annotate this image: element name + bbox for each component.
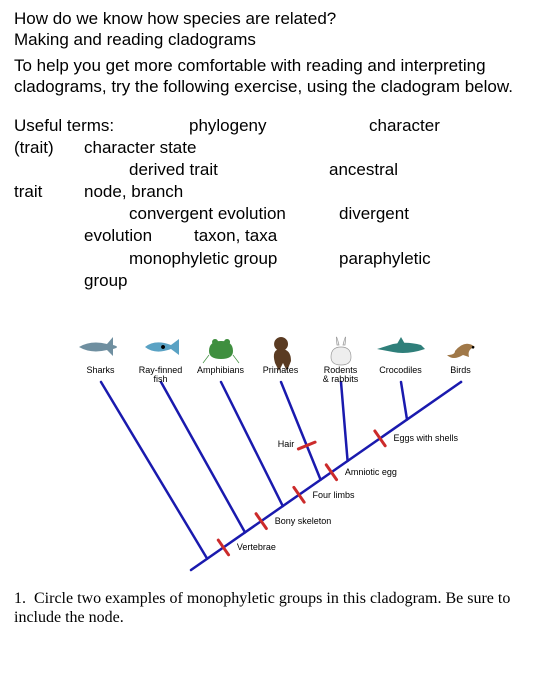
term-evolution: evolution — [84, 225, 194, 247]
taxon-primate: Primates — [253, 366, 309, 375]
term-paraphyletic: paraphyletic — [339, 248, 431, 270]
trait-label: Four limbs — [313, 490, 355, 500]
taxon-shark: Sharks — [73, 366, 129, 375]
taxon-rabbit: Rodents& rabbits — [313, 366, 369, 385]
terms-header: Useful terms: — [14, 115, 189, 137]
term-monophyletic: monophyletic group — [129, 248, 339, 270]
intro-line-2: Making and reading cladograms — [14, 29, 527, 50]
term-divergent: divergent — [339, 203, 409, 225]
term-phylogeny: phylogeny — [189, 115, 369, 137]
term-node-branch: node, branch — [84, 181, 183, 203]
term-character-state: character state — [84, 137, 196, 159]
intro-line-3: To help you get more comfortable with re… — [14, 55, 527, 98]
trait-label: Eggs with shells — [394, 433, 459, 443]
question-1: 1. Circle two examples of monophyletic g… — [14, 589, 527, 627]
taxon-frog: Amphibians — [193, 366, 249, 375]
term-group: group — [84, 270, 127, 292]
trait-label: Hair — [256, 439, 294, 449]
trait-label: Bony skeleton — [275, 516, 332, 526]
term-taxon: taxon, taxa — [194, 225, 277, 247]
trait-label: Vertebrae — [237, 542, 276, 552]
useful-terms-block: Useful terms: phylogeny character (trait… — [14, 115, 527, 292]
taxon-croc: Crocodiles — [373, 366, 429, 375]
term-convergent: convergent evolution — [129, 203, 339, 225]
term-trait-paren: (trait) — [14, 137, 84, 159]
trait-label: Amniotic egg — [345, 467, 397, 477]
question-number: 1. — [14, 590, 26, 607]
taxon-bird: Birds — [433, 366, 489, 375]
term-derived-trait: derived trait — [129, 159, 329, 181]
term-trait: trait — [14, 181, 84, 203]
term-ancestral: ancestral — [329, 159, 398, 181]
cladogram: Sharks Ray-finnedfish Amphibians Primates Ro… — [21, 302, 521, 577]
term-character: character — [369, 115, 440, 137]
question-text: Circle two examples of monophyletic grou… — [14, 590, 510, 626]
taxon-fish: Ray-finnedfish — [133, 366, 189, 385]
intro-line-1: How do we know how species are related? — [14, 8, 527, 29]
